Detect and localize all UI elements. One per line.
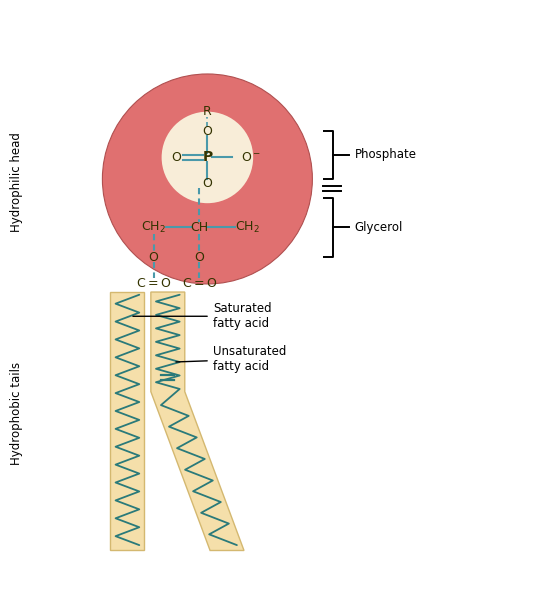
Text: C$=$O: C$=$O <box>136 277 171 290</box>
Text: R: R <box>203 104 212 118</box>
Circle shape <box>162 112 253 203</box>
Text: Unsaturated
fatty acid: Unsaturated fatty acid <box>176 345 286 373</box>
Text: P: P <box>202 150 213 164</box>
Text: O: O <box>149 251 158 263</box>
Text: CH$_2$: CH$_2$ <box>236 220 260 235</box>
Polygon shape <box>110 292 144 551</box>
Text: O: O <box>202 125 212 138</box>
Text: O: O <box>194 251 204 263</box>
Circle shape <box>102 74 312 284</box>
Text: CH: CH <box>190 221 208 234</box>
Text: Glycerol: Glycerol <box>354 221 403 234</box>
Text: C$=$O: C$=$O <box>182 277 217 290</box>
Text: Hydrophobic tails: Hydrophobic tails <box>10 362 23 465</box>
Text: O: O <box>202 177 212 190</box>
Text: Phosphate: Phosphate <box>354 148 416 161</box>
Text: CH$_2$: CH$_2$ <box>141 220 166 235</box>
Text: Saturated
fatty acid: Saturated fatty acid <box>133 302 271 331</box>
Text: O$^-$: O$^-$ <box>242 151 261 164</box>
Text: O: O <box>171 151 181 164</box>
Polygon shape <box>151 292 244 551</box>
Text: Hydrophilic head: Hydrophilic head <box>10 132 23 232</box>
